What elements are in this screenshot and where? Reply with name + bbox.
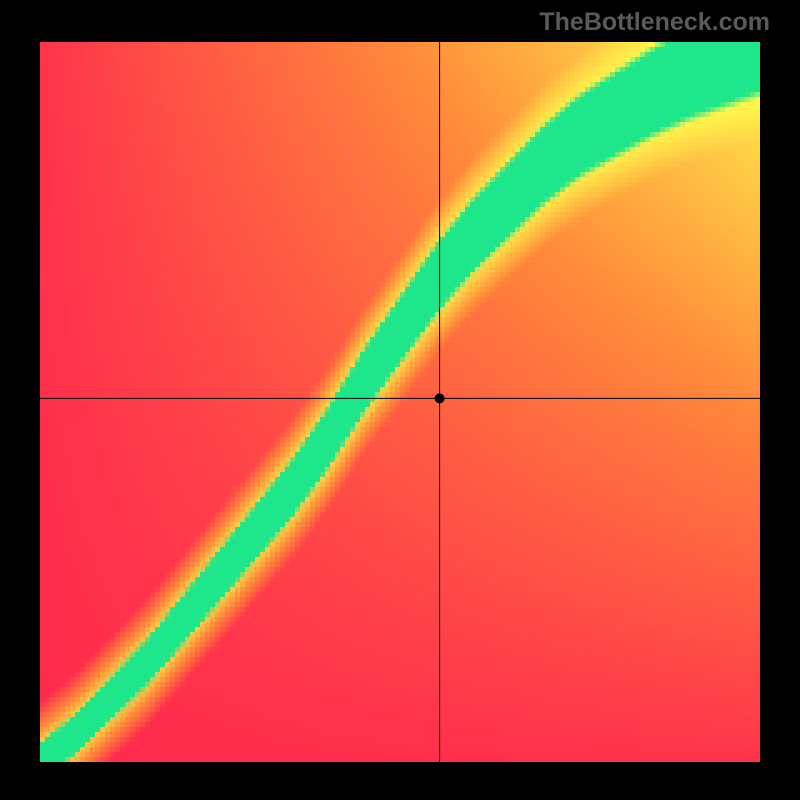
watermark-text: TheBottleneck.com (539, 8, 770, 37)
chart-container: { "watermark": { "text": "TheBottleneck.… (0, 0, 800, 800)
heatmap-canvas (40, 42, 760, 762)
